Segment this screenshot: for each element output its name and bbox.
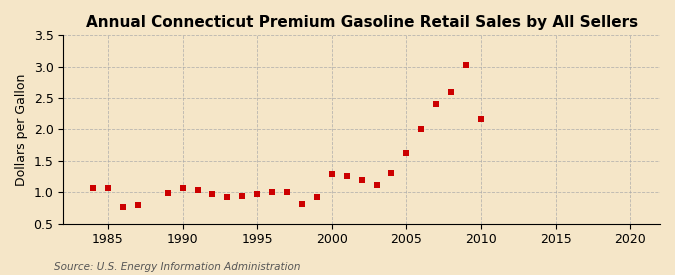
Title: Annual Connecticut Premium Gasoline Retail Sales by All Sellers: Annual Connecticut Premium Gasoline Reta… [86,15,638,30]
Text: Source: U.S. Energy Information Administration: Source: U.S. Energy Information Administ… [54,262,300,272]
Y-axis label: Dollars per Gallon: Dollars per Gallon [15,73,28,186]
